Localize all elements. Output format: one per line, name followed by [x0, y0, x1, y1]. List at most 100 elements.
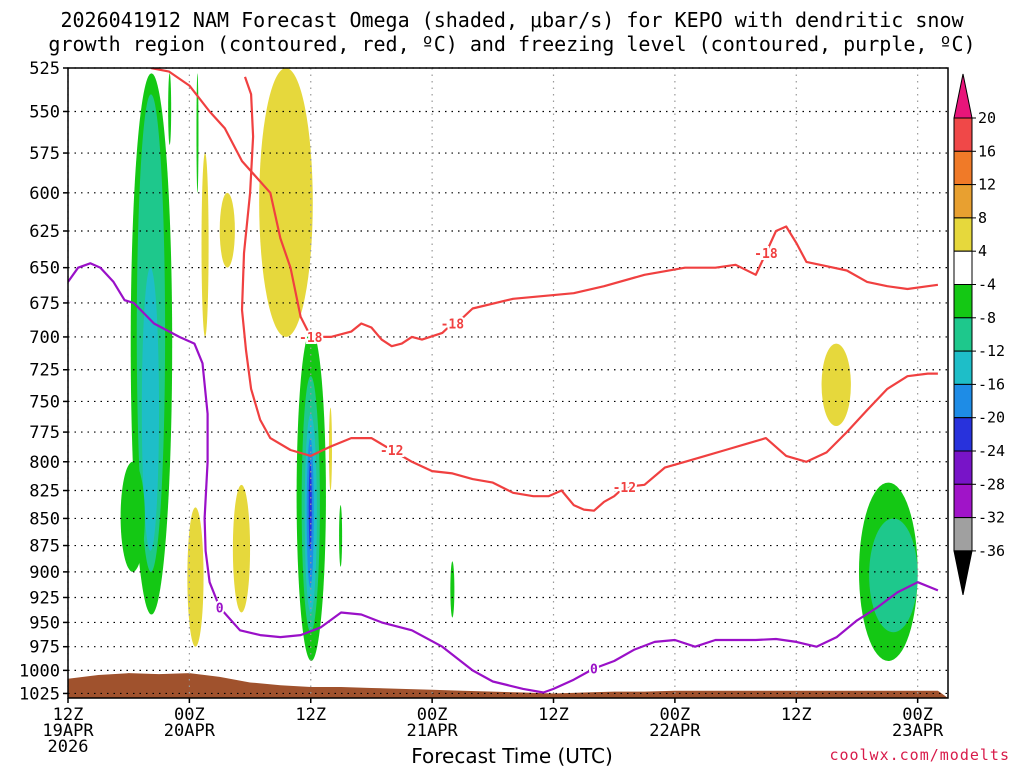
contour-line-dgz-upper-boundary — [150, 68, 939, 348]
colorbar-box — [953, 217, 973, 252]
y-tick-label: 1000 — [19, 661, 60, 681]
colorbar-box — [953, 184, 973, 219]
y-tick-label: 600 — [29, 184, 60, 204]
x-tick-label: 2026 — [48, 737, 89, 757]
omega-region-early-column-center — [141, 267, 160, 551]
x-tick-label: 00Z — [660, 705, 691, 725]
y-tick-label: 550 — [29, 102, 60, 122]
y-tick-label: 750 — [29, 392, 60, 412]
x-tick-label: 20APR — [164, 721, 216, 741]
y-axis: 525 550 575 600 625 650 675 700 725 750 775 800 825 8… — [19, 59, 68, 704]
x-tick-label: 23APR — [892, 721, 944, 741]
x-tick-label: 19APR — [42, 721, 94, 741]
colorbar-label: -12 — [978, 342, 1005, 360]
source-credit: coolwx.com/modelts — [829, 746, 1010, 764]
x-axis-title: Forecast Time (UTC) — [411, 744, 613, 768]
contour-label: -12 — [380, 444, 403, 459]
contour-label: -18 — [754, 247, 778, 262]
y-tick-label: 675 — [29, 294, 60, 314]
colorbar-label: -20 — [978, 409, 1005, 427]
colorbar-label: 16 — [978, 142, 996, 160]
y-tick-label: 700 — [29, 328, 60, 348]
x-tick-label: 12Z — [295, 705, 326, 725]
x-tick-label: 00Z — [174, 705, 205, 725]
colorbar-box — [953, 383, 973, 419]
colorbar-box — [953, 417, 973, 452]
colorbar-box — [953, 150, 973, 186]
omega-region-lower-pos-left — [187, 507, 204, 647]
omega-region-lower-pos-mid — [232, 484, 251, 613]
plot-frame — [67, 67, 949, 699]
y-tick-label: 825 — [29, 482, 60, 502]
colorbar-label: 20 — [978, 109, 996, 127]
chart-title: 2026041912 NAM Forecast Omega (shaded, μ… — [48, 8, 976, 56]
y-tick-label: 800 — [29, 453, 60, 473]
contour-label: -18 — [441, 317, 465, 332]
colorbar-label: -28 — [978, 475, 1005, 493]
omega-region-late-pos-blob — [821, 343, 851, 427]
x-tick-label: 12Z — [53, 705, 84, 725]
colorbar-box — [953, 250, 973, 285]
y-tick-label: 575 — [29, 144, 60, 164]
omega-region-thin-pos-strip — [328, 407, 332, 491]
contour-label: 0 — [216, 602, 224, 617]
colorbar-box — [953, 117, 973, 152]
contour-line-dgz-lower-boundary — [240, 76, 938, 512]
contour-label: -12 — [613, 481, 636, 496]
colorbar-box — [953, 350, 973, 385]
colorbar-label: -4 — [978, 276, 996, 294]
y-tick-label: 975 — [29, 638, 60, 658]
x-tick-label: 22APR — [649, 721, 701, 741]
omega-region-late-column-core — [869, 518, 918, 633]
colorbar-top-arrow — [953, 73, 973, 119]
y-tick-label: 775 — [29, 423, 60, 443]
colorbar-box — [953, 483, 973, 519]
y-tick-label: 950 — [29, 613, 60, 633]
colorbar-label: 8 — [978, 209, 987, 227]
omega-region-upper-pos-main — [259, 68, 313, 337]
y-tick-label: 725 — [29, 361, 60, 381]
contour-label: -18 — [299, 331, 323, 346]
y-tick-label: 875 — [29, 537, 60, 557]
omega-region-thin-upward-strip — [339, 505, 343, 567]
colorbar-box — [953, 284, 973, 319]
contour-label: 0 — [590, 662, 598, 677]
x-tick-label: 12Z — [538, 705, 569, 725]
contour-layer: -18 -18 -18 -12 -12 0 0 — [68, 68, 939, 694]
omega-shading — [120, 68, 918, 661]
y-tick-label: 525 — [29, 59, 60, 79]
x-tick-label: 00Z — [417, 705, 448, 725]
colorbar-box — [953, 450, 973, 485]
x-tick-label: 12Z — [781, 705, 812, 725]
colorbar-label: 4 — [978, 242, 987, 260]
x-tick-label: 21APR — [407, 721, 459, 741]
y-tick-label: 1025 — [19, 684, 60, 704]
colorbar: 20 16 12 8 4 -4 -8 -12 -16 -20 -24 -28 -32 -36 — [953, 73, 1005, 596]
colorbar-box — [953, 317, 973, 352]
y-tick-label: 850 — [29, 509, 60, 529]
colorbar-box — [953, 517, 973, 552]
y-tick-label: 900 — [29, 563, 60, 583]
omega-region-upper-pos-mid — [219, 192, 235, 268]
omega-region-small-upward-blob — [450, 561, 455, 618]
omega-region-lower-column-base — [120, 461, 145, 572]
colorbar-label: 12 — [978, 176, 996, 194]
x-tick-label: 00Z — [902, 705, 933, 725]
omega-region-upper-pos-small — [201, 153, 209, 337]
colorbar-label: -32 — [978, 509, 1005, 527]
colorbar-label: -16 — [978, 375, 1005, 393]
colorbar-label: -36 — [978, 542, 1005, 560]
colorbar-label: -8 — [978, 309, 996, 327]
colorbar-bottom-arrow — [953, 550, 973, 596]
omega-region-top-right-strip — [196, 73, 199, 193]
y-tick-label: 650 — [29, 259, 60, 279]
contour-line-freezing-level — [68, 262, 939, 694]
omega-region-top-strip — [168, 73, 172, 145]
terrain-layer — [68, 673, 948, 698]
colorbar-label: -24 — [978, 442, 1005, 460]
y-tick-label: 625 — [29, 222, 60, 242]
terrain-fill — [68, 673, 948, 698]
y-tick-label: 925 — [29, 588, 60, 608]
